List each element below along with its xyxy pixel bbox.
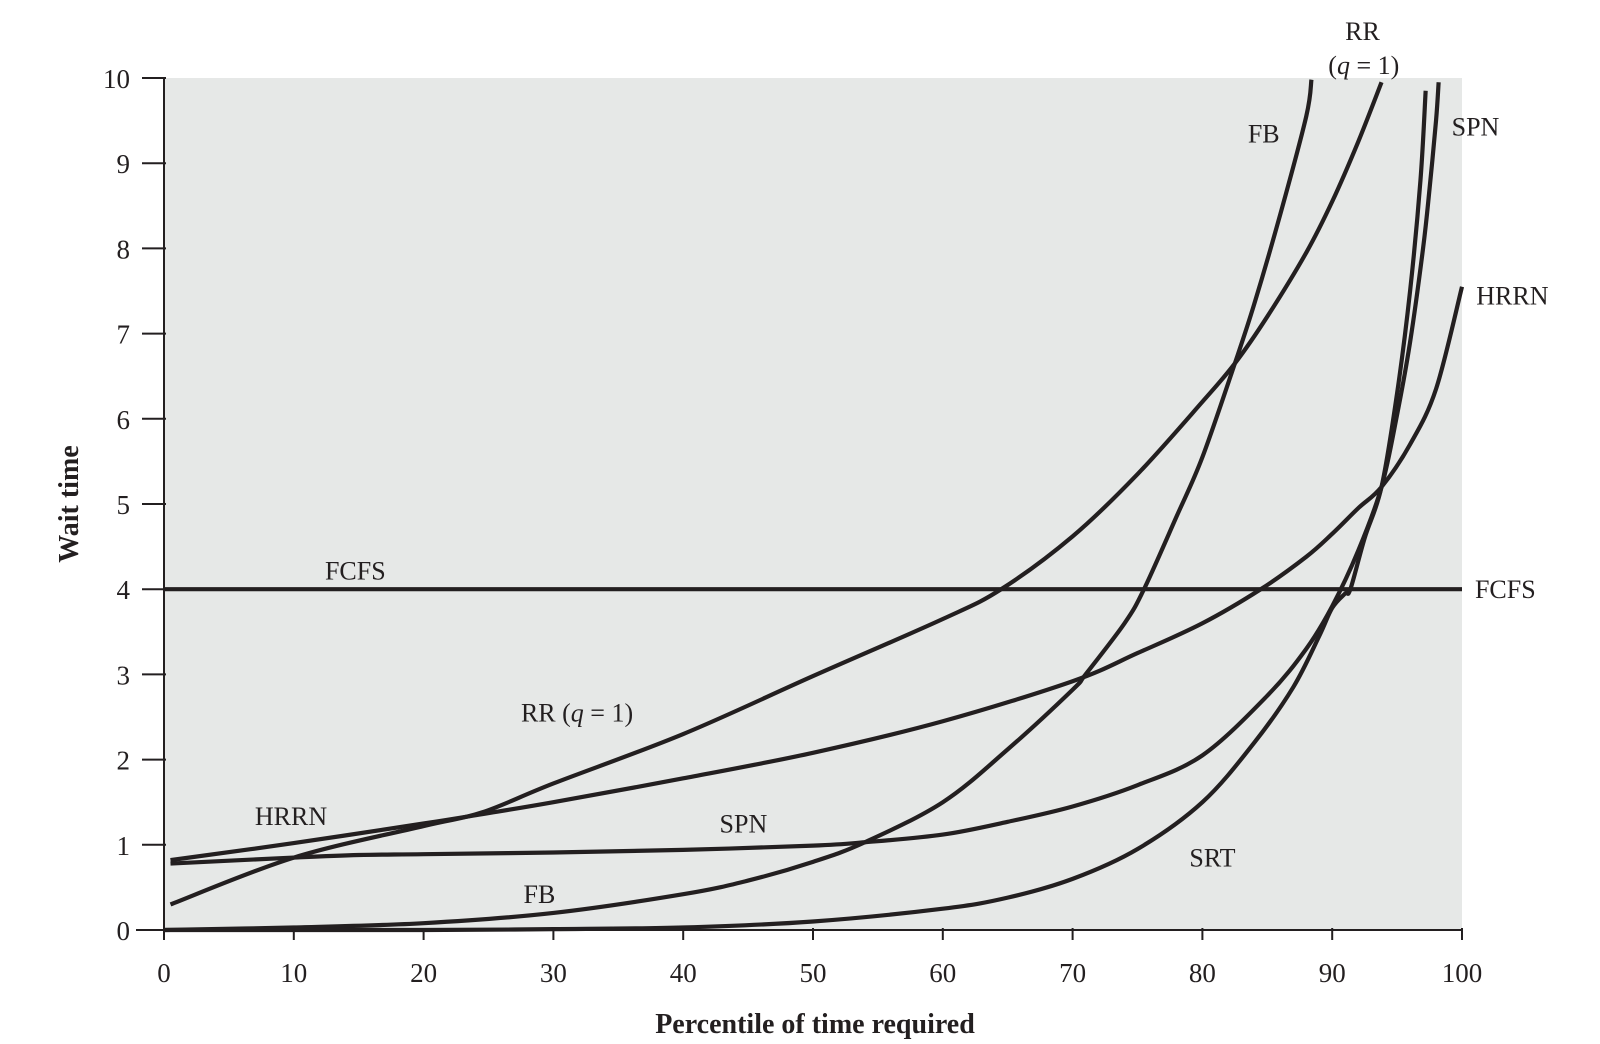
x-tick-label: 10 — [280, 958, 307, 988]
x-tick-label: 100 — [1442, 958, 1483, 988]
x-tick-label: 20 — [410, 958, 437, 988]
series-line-fb — [163, 79, 1314, 933]
y-tick-label: 1 — [117, 831, 131, 861]
axes-layer — [136, 78, 1462, 940]
y-ticks: 0 1 2 3 4 5 6 7 8 9 10 — [103, 64, 166, 946]
x-tick-label: 0 — [157, 958, 171, 988]
y-tick-label: 6 — [117, 405, 131, 435]
curve-label-rr-top-1: RR — [1345, 17, 1380, 46]
y-tick-label: 10 — [103, 64, 130, 94]
x-tick-label: 90 — [1319, 958, 1346, 988]
x-tick-label: 80 — [1189, 958, 1216, 988]
y-tick-label: 3 — [117, 660, 131, 690]
y-tick-label: 5 — [117, 490, 131, 520]
x-ticks: 0 10 20 30 40 50 60 70 80 90 100 — [157, 928, 1482, 988]
y-tick-label: 4 — [117, 575, 131, 605]
series-layer — [163, 79, 1465, 933]
x-axis-title: Percentile of time required — [655, 1009, 975, 1040]
y-tick-label: 8 — [117, 234, 131, 264]
x-tick-label: 40 — [670, 958, 697, 988]
x-tick-label: 70 — [1059, 958, 1086, 988]
plot-area — [164, 78, 1462, 930]
curve-label-fb-top: FB — [1248, 119, 1280, 148]
series-line-hrrn — [170, 286, 1465, 863]
curve-label-fb-low: FB — [524, 880, 556, 909]
y-tick-label: 9 — [117, 149, 131, 179]
curve-label-srt-low: SRT — [1189, 844, 1235, 873]
curve-label-rr-top-2: (q = 1) — [1328, 51, 1399, 80]
x-tick-label: 30 — [540, 958, 567, 988]
curve-label-fcfs-right: FCFS — [1475, 575, 1536, 604]
curve-label-spn-top: SPN — [1452, 113, 1500, 142]
curve-label-spn-mid: SPN — [720, 810, 768, 839]
curve-label-fcfs-left: FCFS — [325, 556, 386, 585]
curve-label-rr-mid: RR (q = 1) — [521, 699, 633, 728]
curve-labels: FCFS FCFS RR (q = 1) HRRN HRRN SPN SPN FB FB SRT R… — [255, 17, 1549, 909]
y-tick-label: 7 — [117, 320, 131, 350]
y-tick-label: 0 — [117, 916, 131, 946]
series-line-srt — [163, 90, 1428, 933]
x-tick-label: 60 — [929, 958, 956, 988]
curve-label-hrrn-right: HRRN — [1476, 281, 1548, 310]
x-tick-label: 50 — [800, 958, 827, 988]
curve-label-hrrn-left: HRRN — [255, 802, 327, 831]
series-line-spn — [170, 82, 1441, 866]
y-axis-title: Wait time — [54, 445, 85, 562]
y-tick-label: 2 — [117, 746, 131, 776]
